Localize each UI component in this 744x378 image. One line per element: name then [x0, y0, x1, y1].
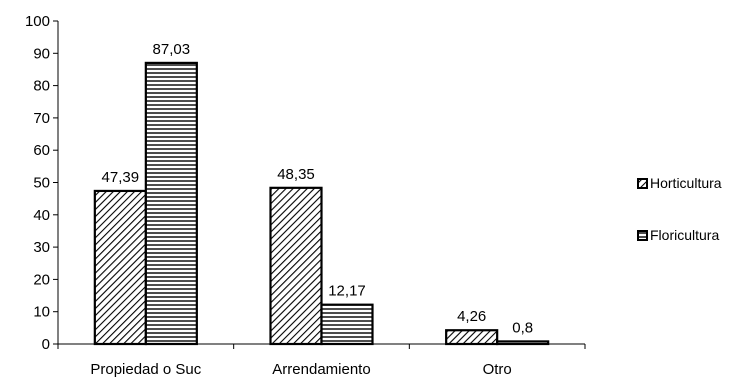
data-label: 47,39	[102, 169, 140, 186]
legend-label-floricultura: Floricultura	[650, 227, 719, 243]
bar-floricultura	[144, 61, 198, 346]
y-tick-label: 20	[33, 271, 50, 288]
bar-horticultura	[445, 329, 499, 346]
bar-horticultura	[269, 186, 323, 346]
data-label: 48,35	[277, 166, 315, 183]
legend: Horticultura Floricultura	[637, 175, 722, 243]
y-tick-label: 70	[33, 110, 50, 127]
legend-swatch-horticultura	[637, 178, 648, 189]
data-label: 4,26	[457, 308, 486, 325]
y-tick-label: 90	[33, 45, 50, 62]
y-tick-label: 80	[33, 78, 50, 95]
y-tick-label: 10	[33, 304, 50, 321]
y-tick-label: 50	[33, 175, 50, 192]
axes: 0 10 20 30 40 50 60 70 80 90 100 Propiedad o Suc Arr…	[25, 13, 586, 378]
data-label: 0,8	[512, 319, 533, 336]
legend-swatch-floricultura	[637, 230, 648, 241]
x-category-label: Otro	[483, 361, 512, 378]
y-tick-label: 60	[33, 142, 50, 159]
y-tick-label: 30	[33, 239, 50, 256]
y-tick-label: 100	[25, 13, 50, 30]
bars: 47,39 87,03 48,35 12,17 4,26 0,8	[93, 41, 550, 346]
y-tick-label: 0	[42, 336, 50, 353]
bar-floricultura	[320, 303, 374, 346]
x-category-label: Propiedad o Suc	[90, 361, 201, 378]
x-category-label: Arrendamiento	[272, 361, 370, 378]
legend-label-horticultura: Horticultura	[650, 175, 722, 191]
bar-horticultura	[93, 189, 147, 346]
data-label: 12,17	[328, 283, 366, 300]
data-label: 87,03	[153, 41, 191, 58]
bar-floricultura	[496, 340, 550, 346]
y-tick-label: 40	[33, 207, 50, 224]
